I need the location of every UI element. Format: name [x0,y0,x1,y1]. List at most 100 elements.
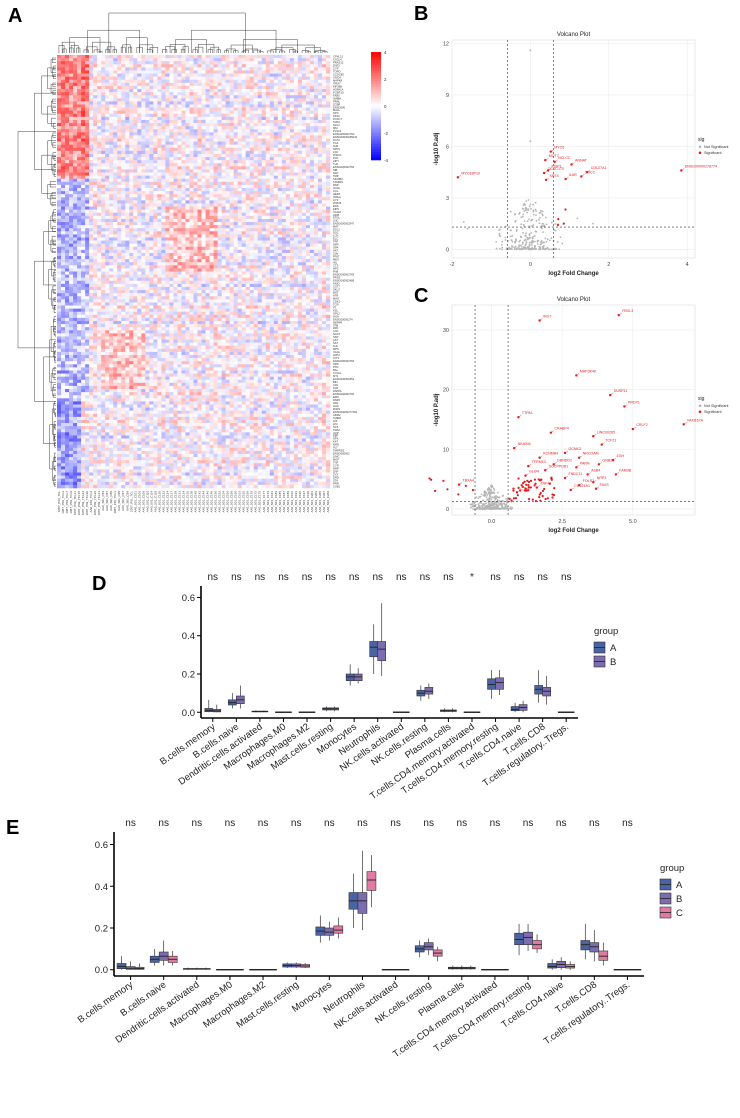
dendrogram-branch [61,41,75,53]
heatmap-cell [301,61,307,65]
heatmap-cell [197,172,202,176]
heatmap-cell [233,76,238,81]
heatmap-cell [249,169,255,173]
heatmap-cell [57,240,62,244]
heatmap-cell [197,160,202,164]
heatmap-cell [261,150,267,155]
heatmap-cell [201,212,206,217]
heatmap-cell [105,113,110,118]
heatmap-cell [201,153,206,158]
heatmap-cell [225,222,230,226]
heatmap-cell [145,123,150,127]
heatmap-cell [121,132,126,136]
heatmap-cell [245,119,251,124]
heatmap-cell [325,110,331,115]
heatmap-cell [109,64,114,68]
heatmap-cell [273,191,279,195]
heatmap-cell [77,228,82,232]
heatmap-cell [197,194,202,198]
heatmap-cell [65,181,70,186]
heatmap-cell [101,110,106,115]
dendrogram-branch [52,386,56,396]
heatmap-cell [117,73,122,77]
heatmap-cell [313,107,319,111]
heatmap-cell [229,191,234,195]
heatmap-cell [273,262,279,266]
heatmap-cell [125,104,130,108]
heatmap-cell [81,70,86,74]
heatmap-cell [233,101,238,105]
dendrogram-branch [301,50,309,53]
heatmap-cell [189,113,194,118]
heatmap-cell [197,67,202,71]
heatmap-cell [277,234,283,238]
heatmap-cell [133,116,138,121]
heatmap-cell [321,119,327,124]
heatmap-cell [325,184,331,189]
heatmap-cell [325,160,331,164]
heatmap-cell [293,225,299,229]
heatmap-cell [65,104,70,108]
heatmap-cell [117,55,122,59]
heatmap-cell [313,58,319,62]
heatmap-cell [101,240,106,244]
heatmap-cell [237,212,242,217]
heatmap-cell [129,67,134,71]
heatmap-cell [253,107,259,111]
heatmap-cell [109,187,114,192]
heatmap-cell [277,150,283,155]
heatmap-cell [181,271,186,275]
heatmap-cell [197,268,202,272]
heatmap-cell [169,228,174,232]
heatmap-cell [77,123,82,127]
heatmap-cell [125,249,130,254]
heatmap-cell [189,98,194,102]
heatmap-cell [325,147,331,152]
heatmap-cell [129,178,134,183]
heatmap-cell [245,262,251,266]
heatmap-cell [153,175,158,180]
heatmap-cell [309,265,315,269]
heatmap-cell [93,126,98,130]
heatmap-cell [245,104,251,108]
heatmap-cell [253,85,259,90]
heatmap-cell [149,222,154,226]
heatmap-cell [233,163,238,167]
heatmap-cell [241,166,246,170]
heatmap-cell [213,222,218,226]
heatmap-cell [165,141,170,145]
heatmap-cell [145,135,150,139]
heatmap-cell [65,191,70,195]
heatmap-cell [293,222,299,226]
heatmap-cell [297,172,303,176]
heatmap-cell [225,160,230,164]
heatmap-cell [69,141,74,145]
heatmap-cell [69,265,74,269]
heatmap-cell [89,187,94,192]
heatmap-cell [273,166,279,170]
heatmap-cell [145,55,150,59]
heatmap-cell [197,116,202,121]
heatmap-cell [177,95,182,99]
heatmap-cell [133,166,138,170]
heatmap-cell [161,92,166,96]
heatmap-cell [289,160,295,164]
heatmap-cell [153,135,158,139]
heatmap-cell [61,89,66,93]
heatmap-cell [297,89,303,93]
heatmap-cell [193,169,198,173]
heatmap-cell [141,76,146,81]
heatmap-cell [233,203,238,207]
heatmap-cell [249,92,255,96]
heatmap-cell [169,259,174,263]
heatmap-cell [141,153,146,158]
heatmap-cell [225,166,230,170]
heatmap-cell [161,82,166,87]
heatmap-cell [189,85,194,90]
heatmap-cell [113,212,118,217]
heatmap-cell [309,153,315,158]
heatmap-cell [309,160,315,164]
heatmap-cell [189,157,194,161]
heatmap-cell [285,222,291,226]
heatmap-cell [265,243,271,248]
